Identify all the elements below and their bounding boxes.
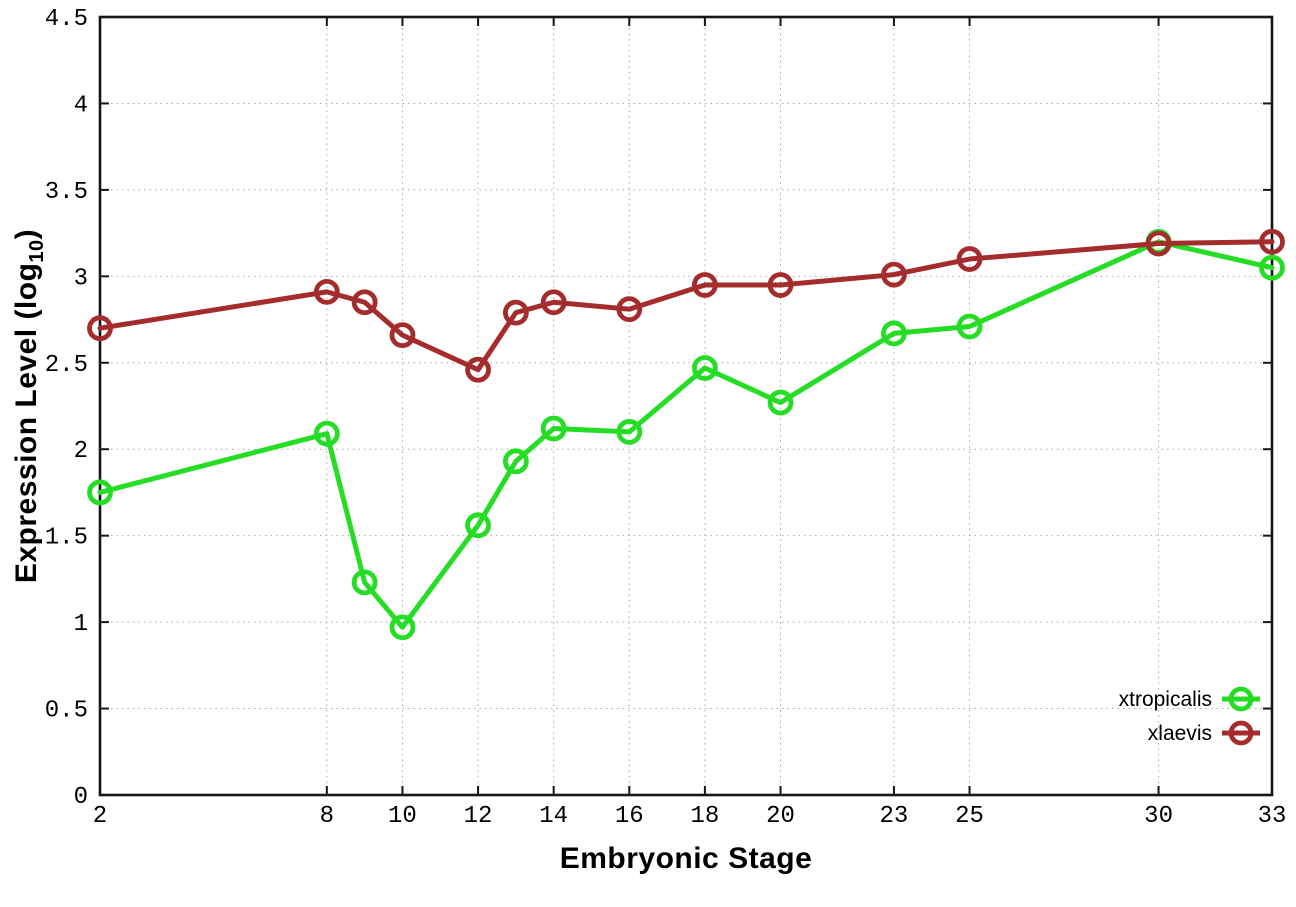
data-point-xlaevis: [465, 356, 491, 383]
data-point-xtropicalis: [692, 355, 718, 381]
legend-label-xlaevis: xlaevis: [1148, 722, 1212, 745]
data-point-xlaevis: [389, 322, 416, 349]
legend-marker-open-circle-icon: [1228, 720, 1254, 746]
legend-label-xtropicalis: xtropicalis: [1119, 688, 1212, 711]
data-point-xtropicalis: [881, 320, 907, 347]
data-point-xtropicalis: [87, 479, 113, 506]
x-tick-label: 2: [93, 803, 107, 830]
data-point-xtropicalis: [351, 569, 378, 596]
x-tick-label: 25: [955, 803, 984, 830]
y-tick-label: 0.5: [45, 698, 88, 725]
data-point-xlaevis: [767, 272, 794, 298]
x-tick-label: 33: [1258, 803, 1287, 830]
legend-entry-xlaevis: xlaevis: [1148, 720, 1260, 746]
data-point-xtropicalis: [1259, 254, 1285, 281]
grid-lines: [99, 16, 1273, 796]
series-xlaevis: [87, 228, 1285, 383]
data-point-xtropicalis: [389, 614, 416, 641]
x-tick-label: 20: [766, 803, 795, 830]
data-point-xlaevis: [502, 299, 529, 326]
y-axis-title-end: ): [10, 228, 43, 240]
x-tick-label: 23: [880, 803, 909, 830]
series-line-xlaevis: [97, 239, 1275, 373]
x-tick-label: 30: [1144, 803, 1173, 830]
y-tick-label: 3: [74, 265, 88, 292]
axis-ticks: [99, 16, 1273, 796]
x-axis-title: Embryonic Stage: [559, 842, 813, 875]
data-point-xtropicalis: [616, 419, 643, 445]
data-point-xtropicalis: [313, 420, 340, 447]
data-point-xlaevis: [87, 315, 113, 342]
y-tick-label: 3.5: [45, 179, 88, 206]
x-tick-label: 16: [615, 803, 644, 830]
data-point-xlaevis: [956, 246, 983, 272]
y-tick-label: 4: [74, 92, 88, 119]
data-point-xlaevis: [692, 272, 718, 298]
x-tick-label: 18: [690, 803, 719, 830]
data-point-xlaevis: [881, 261, 907, 288]
data-point-xlaevis: [313, 278, 340, 305]
data-point-xtropicalis: [956, 313, 983, 340]
y-tick-label: 1.5: [45, 525, 88, 552]
y-tick-label: 2.5: [45, 352, 88, 379]
x-tick-label: 14: [539, 803, 568, 830]
legend: xtropicalis xlaevis: [1119, 686, 1260, 746]
data-point-xlaevis: [1145, 230, 1172, 257]
y-tick-label: 1: [74, 611, 88, 638]
y-tick-label: 0: [74, 784, 88, 811]
y-axis-title: Expression Level (log10): [10, 106, 48, 706]
x-tick-label: 10: [388, 803, 417, 830]
y-tick-label: 4.5: [45, 6, 88, 33]
tick-labels: 2 8 10 12 14 16 18 20 23 25 30 33 0 0.5 1 1.5 2 2.5 3 3.5 4 4…: [45, 6, 1287, 830]
y-axis-title-subscript: 10: [26, 239, 48, 263]
data-point-xlaevis: [1259, 228, 1285, 255]
y-axis-title-main: Expression Level (log: [10, 262, 43, 584]
data-point-xtropicalis: [767, 389, 794, 416]
x-tick-label: 8: [320, 803, 334, 830]
data-point-xtropicalis: [465, 512, 491, 539]
data-point-xlaevis: [351, 289, 378, 316]
legend-marker-open-circle-icon: [1228, 686, 1254, 712]
data-point-xtropicalis: [540, 415, 567, 442]
plot-border: [98, 15, 1274, 797]
x-tick-label: 12: [464, 803, 493, 830]
data-point-xlaevis: [540, 289, 567, 316]
y-tick-label: 2: [74, 438, 88, 465]
data-point-xtropicalis: [502, 448, 529, 475]
legend-entry-xtropicalis: xtropicalis: [1119, 686, 1260, 712]
data-point-xlaevis: [616, 296, 643, 323]
